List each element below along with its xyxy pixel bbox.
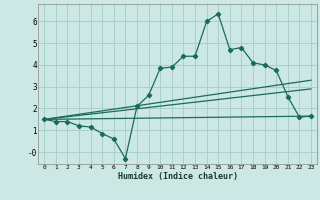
X-axis label: Humidex (Indice chaleur): Humidex (Indice chaleur) xyxy=(118,172,238,181)
